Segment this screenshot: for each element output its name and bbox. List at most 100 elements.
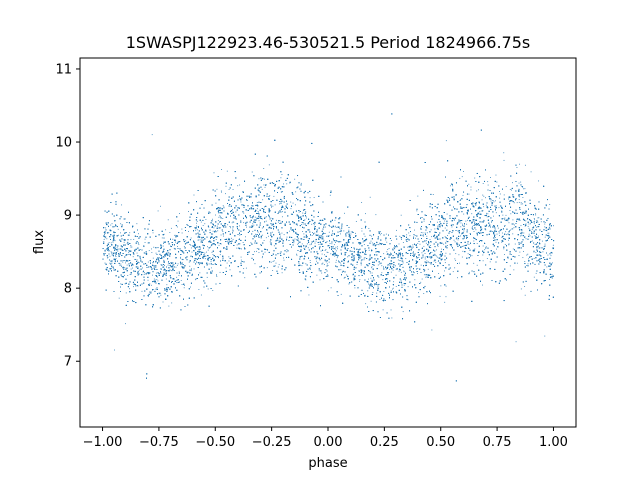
data-point (493, 215, 494, 217)
data-point (418, 292, 419, 294)
data-point (477, 189, 479, 191)
data-point (201, 240, 203, 242)
data-point (302, 212, 304, 214)
data-point (544, 226, 546, 228)
data-point (201, 236, 203, 238)
data-point (265, 220, 267, 222)
data-point (468, 216, 470, 218)
data-point (323, 218, 325, 220)
data-point (217, 220, 219, 221)
data-point (180, 256, 182, 258)
data-point (135, 285, 137, 287)
data-point (455, 259, 457, 261)
data-point (446, 230, 448, 231)
data-point (346, 274, 348, 276)
data-point (406, 234, 408, 236)
data-point (213, 227, 215, 229)
data-point (293, 223, 295, 225)
data-point (265, 237, 267, 239)
data-point (222, 235, 224, 237)
data-point (479, 231, 481, 233)
data-point (309, 244, 311, 246)
data-point (505, 186, 507, 188)
data-point (283, 234, 285, 236)
data-point (453, 239, 455, 241)
data-point (395, 274, 397, 276)
data-point (545, 205, 547, 207)
data-point (227, 237, 229, 239)
data-point (239, 234, 241, 236)
data-point (269, 241, 271, 243)
data-point (371, 242, 373, 244)
data-point (348, 283, 350, 285)
data-point (246, 199, 248, 201)
data-point (326, 251, 328, 253)
data-point (217, 230, 219, 232)
data-point (254, 216, 256, 218)
data-point (193, 268, 195, 270)
data-point (195, 258, 197, 259)
data-point (106, 257, 108, 259)
data-point (175, 257, 177, 259)
data-point (537, 221, 539, 223)
data-point (486, 216, 488, 218)
data-point (370, 300, 372, 302)
data-point (476, 190, 478, 192)
data-point (268, 164, 270, 166)
data-point (457, 239, 459, 241)
data-point (303, 262, 305, 264)
data-point (485, 246, 487, 248)
data-point (321, 272, 323, 274)
data-point (240, 220, 242, 222)
data-point (108, 232, 110, 234)
data-point (534, 244, 536, 245)
data-point (325, 226, 327, 228)
data-point (266, 216, 268, 218)
data-point (163, 241, 165, 243)
data-point (341, 271, 343, 273)
data-point (171, 302, 173, 304)
data-point (371, 279, 373, 281)
data-point (483, 195, 485, 197)
data-point (281, 272, 283, 274)
data-point (156, 279, 158, 281)
data-point (439, 295, 441, 297)
data-point (432, 194, 434, 195)
data-point (452, 185, 453, 187)
data-point (295, 191, 297, 193)
data-point (424, 252, 426, 254)
data-point (476, 224, 477, 226)
data-point (261, 188, 263, 190)
data-point (422, 234, 424, 236)
data-point (338, 255, 339, 257)
data-point (552, 244, 554, 246)
data-point (302, 231, 304, 232)
data-point (198, 234, 199, 236)
data-point (289, 182, 291, 184)
data-point (503, 152, 505, 154)
data-point (385, 239, 387, 241)
data-point (188, 230, 189, 232)
data-point (306, 243, 308, 245)
data-point (361, 227, 363, 229)
data-point (363, 257, 365, 259)
data-point (290, 213, 292, 215)
data-point (195, 278, 197, 280)
data-point (455, 238, 457, 240)
data-point (403, 270, 405, 272)
data-point (385, 268, 387, 270)
data-point (527, 263, 529, 265)
data-point (129, 273, 131, 275)
data-point (551, 274, 553, 276)
data-point (424, 265, 426, 267)
data-point (335, 226, 337, 228)
data-point (262, 255, 263, 257)
data-point (359, 279, 361, 281)
data-point (155, 272, 157, 274)
data-point (513, 224, 515, 226)
data-point (535, 214, 537, 216)
data-point (190, 244, 191, 246)
data-point (507, 257, 509, 259)
data-point (252, 230, 254, 232)
data-point (298, 263, 300, 265)
